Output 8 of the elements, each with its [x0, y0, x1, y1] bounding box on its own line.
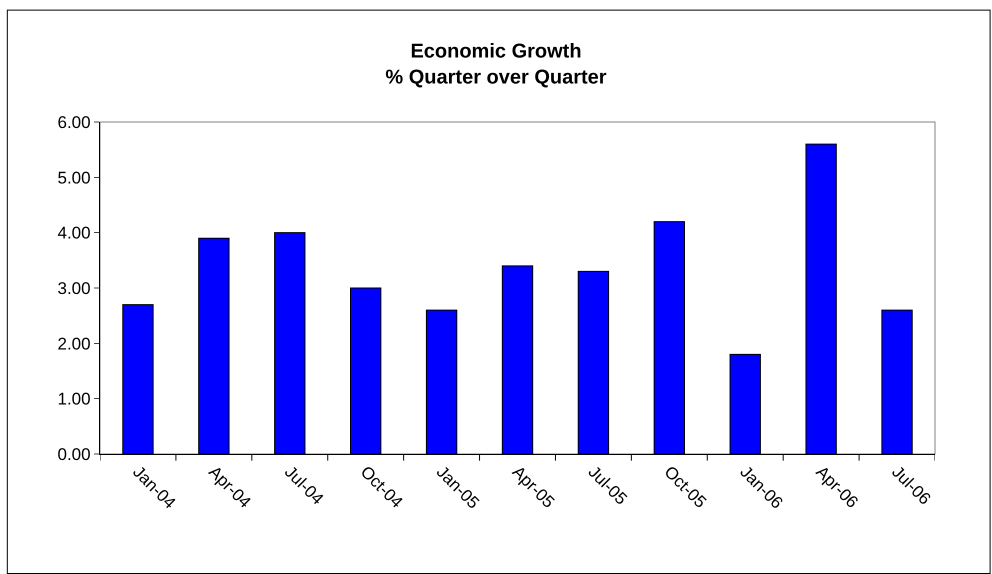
y-tick-label: 6.00 — [58, 112, 91, 132]
y-tick-label: 0.00 — [58, 444, 91, 464]
y-tick-label: 5.00 — [58, 168, 91, 188]
y-tick-label: 3.00 — [58, 278, 91, 298]
y-tick-label: 4.00 — [58, 224, 91, 243]
chart-title: Economic Growth % Quarter over Quarter — [385, 40, 607, 88]
y-tick-label: 1.00 — [58, 390, 91, 409]
y-tick-label: 2.00 — [58, 334, 91, 354]
